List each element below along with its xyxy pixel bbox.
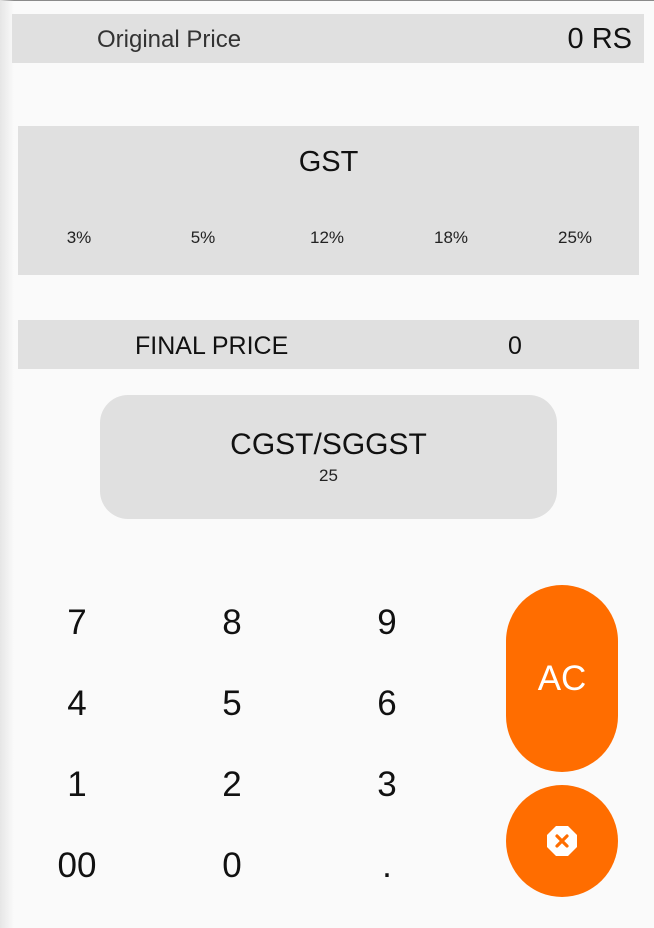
gst-option-25[interactable]: 25% [557,228,593,247]
final-price-value: 0 [508,332,522,360]
final-price-row: FINAL PRICE 0 [18,320,639,369]
delete-button[interactable] [506,785,618,897]
key-9[interactable]: 9 [377,603,397,642]
all-clear-button[interactable]: AC [506,585,618,772]
key-1[interactable]: 1 [67,765,87,804]
cgst-sgst-box: CGST/SGGST 25 [100,395,557,519]
key-5[interactable]: 5 [222,684,242,723]
key-decimal[interactable]: . [382,846,392,885]
key-6[interactable]: 6 [377,684,397,723]
original-price-label: Original Price [97,26,242,53]
key-0[interactable]: 0 [222,846,242,885]
gst-options: 3% 5% 12% 18% 25% [18,228,639,252]
gst-title: GST [298,146,359,178]
backspace-icon [547,826,577,856]
key-3[interactable]: 3 [377,765,397,804]
key-4[interactable]: 4 [67,684,87,723]
cgst-sgst-label: CGST/SGGST [230,428,427,461]
edge-shadow [0,0,14,928]
original-price-value: 0 RS [567,23,632,55]
cgst-sgst-value: 25 [319,466,338,485]
key-8[interactable]: 8 [222,603,242,642]
final-price-label: FINAL PRICE [135,332,289,360]
gst-panel: GST 3% 5% 12% 18% 25% [18,126,639,275]
key-7[interactable]: 7 [67,603,87,642]
gst-option-5[interactable]: 5% [190,228,216,247]
gst-option-3[interactable]: 3% [66,228,92,247]
original-price-row: Original Price 0 RS [12,14,644,63]
gst-option-12[interactable]: 12% [309,228,345,247]
key-00[interactable]: 00 [57,846,97,885]
top-divider [0,0,654,1]
key-2[interactable]: 2 [222,765,242,804]
gst-option-18[interactable]: 18% [433,228,469,247]
